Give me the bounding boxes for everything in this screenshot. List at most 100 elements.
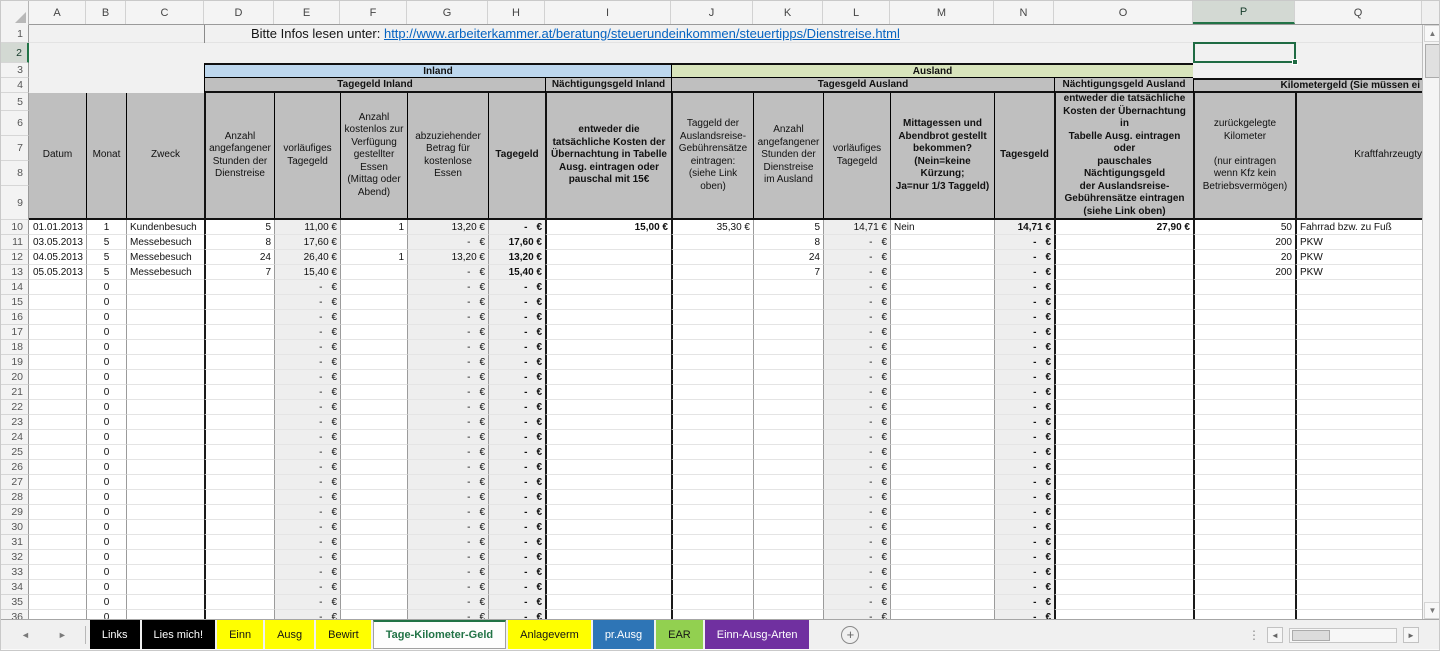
cell-F22[interactable] — [340, 400, 407, 415]
header-cell-M[interactable]: Mittagessen und Abendbrot gestellt bekom… — [890, 93, 994, 218]
row-header-2[interactable]: 2 — [1, 43, 29, 63]
column-header-N[interactable]: N — [994, 1, 1054, 24]
cell-E27[interactable]: - € — [274, 475, 340, 490]
cell-P13[interactable]: 200 — [1193, 265, 1295, 280]
cell-O31[interactable] — [1054, 535, 1193, 550]
cell-B35[interactable]: 0 — [86, 595, 126, 610]
cell-M27[interactable] — [890, 475, 994, 490]
cell-B10[interactable]: 1 — [86, 220, 126, 235]
cell-B31[interactable]: 0 — [86, 535, 126, 550]
cell-H29[interactable]: - € — [488, 505, 545, 520]
cell-A19[interactable] — [29, 355, 86, 370]
cell-C23[interactable] — [126, 415, 204, 430]
cell-L36[interactable]: - € — [823, 610, 890, 619]
cell-F31[interactable] — [340, 535, 407, 550]
cell-C12[interactable]: Messebesuch — [126, 250, 204, 265]
cell-K10[interactable]: 5 — [753, 220, 823, 235]
cell-B19[interactable]: 0 — [86, 355, 126, 370]
cell-P20[interactable] — [1193, 370, 1295, 385]
hscroll-left-arrow-icon[interactable]: ◄ — [1267, 627, 1283, 643]
cell-N31[interactable]: - € — [994, 535, 1054, 550]
cell-E31[interactable]: - € — [274, 535, 340, 550]
cell-B34[interactable]: 0 — [86, 580, 126, 595]
cell-N13[interactable]: - € — [994, 265, 1054, 280]
cell-L22[interactable]: - € — [823, 400, 890, 415]
cell-C30[interactable] — [126, 520, 204, 535]
cell-P31[interactable] — [1193, 535, 1295, 550]
column-header-G[interactable]: G — [407, 1, 488, 24]
header-cell-A[interactable]: Datum — [29, 93, 86, 218]
cell-L26[interactable]: - € — [823, 460, 890, 475]
cell-C27[interactable] — [126, 475, 204, 490]
cell-C36[interactable] — [126, 610, 204, 619]
cell-D24[interactable] — [204, 430, 274, 445]
cell-F24[interactable] — [340, 430, 407, 445]
cell-F26[interactable] — [340, 460, 407, 475]
cell-O25[interactable] — [1054, 445, 1193, 460]
cell-L34[interactable]: - € — [823, 580, 890, 595]
cell-D16[interactable] — [204, 310, 274, 325]
cell-G34[interactable]: - € — [407, 580, 488, 595]
cell-O19[interactable] — [1054, 355, 1193, 370]
cell-C33[interactable] — [126, 565, 204, 580]
tab-scroll-left-icon[interactable]: ◄ — [21, 629, 30, 640]
cell-Q33[interactable] — [1295, 565, 1422, 580]
cell-J21[interactable] — [671, 385, 753, 400]
cell-B27[interactable]: 0 — [86, 475, 126, 490]
cell-D34[interactable] — [204, 580, 274, 595]
header-cell-G[interactable]: abzuziehender Betrag für kostenlose Esse… — [407, 93, 488, 218]
cell-C22[interactable] — [126, 400, 204, 415]
cell-H10[interactable]: - € — [488, 220, 545, 235]
cell-P16[interactable] — [1193, 310, 1295, 325]
cell-K32[interactable] — [753, 550, 823, 565]
cell-L12[interactable]: - € — [823, 250, 890, 265]
cell-F25[interactable] — [340, 445, 407, 460]
cell-F18[interactable] — [340, 340, 407, 355]
cell-Q22[interactable] — [1295, 400, 1422, 415]
row-header-6[interactable]: 6 — [1, 111, 29, 136]
column-header-E[interactable]: E — [274, 1, 340, 24]
cell-I25[interactable] — [545, 445, 671, 460]
cell-N23[interactable]: - € — [994, 415, 1054, 430]
cell-B24[interactable]: 0 — [86, 430, 126, 445]
row-header-24[interactable]: 24 — [1, 430, 29, 445]
cell-L15[interactable]: - € — [823, 295, 890, 310]
cell-P35[interactable] — [1193, 595, 1295, 610]
cell-M33[interactable] — [890, 565, 994, 580]
cell-N16[interactable]: - € — [994, 310, 1054, 325]
cell-H31[interactable]: - € — [488, 535, 545, 550]
column-header-Q[interactable]: Q — [1295, 1, 1422, 24]
cell-J28[interactable] — [671, 490, 753, 505]
cell-A31[interactable] — [29, 535, 86, 550]
cell-H28[interactable]: - € — [488, 490, 545, 505]
column-header-P[interactable]: P — [1193, 1, 1295, 24]
cell-M18[interactable] — [890, 340, 994, 355]
cell-G11[interactable]: - € — [407, 235, 488, 250]
cell-E15[interactable]: - € — [274, 295, 340, 310]
cell-O29[interactable] — [1054, 505, 1193, 520]
cell-I36[interactable] — [545, 610, 671, 619]
cell-E10[interactable]: 11,00 € — [274, 220, 340, 235]
cell-F23[interactable] — [340, 415, 407, 430]
cell-C31[interactable] — [126, 535, 204, 550]
cell-P36[interactable] — [1193, 610, 1295, 619]
cell-N20[interactable]: - € — [994, 370, 1054, 385]
cell-I16[interactable] — [545, 310, 671, 325]
cell-K31[interactable] — [753, 535, 823, 550]
cell-C17[interactable] — [126, 325, 204, 340]
cell-J27[interactable] — [671, 475, 753, 490]
cell-I33[interactable] — [545, 565, 671, 580]
cell-P17[interactable] — [1193, 325, 1295, 340]
cell-B33[interactable]: 0 — [86, 565, 126, 580]
cell-B11[interactable]: 5 — [86, 235, 126, 250]
cell-A27[interactable] — [29, 475, 86, 490]
cell-H15[interactable]: - € — [488, 295, 545, 310]
cell-L21[interactable]: - € — [823, 385, 890, 400]
cell-I22[interactable] — [545, 400, 671, 415]
cell-N27[interactable]: - € — [994, 475, 1054, 490]
cell-Q28[interactable] — [1295, 490, 1422, 505]
cell-M24[interactable] — [890, 430, 994, 445]
cell-N29[interactable]: - € — [994, 505, 1054, 520]
cell-K29[interactable] — [753, 505, 823, 520]
cell-F32[interactable] — [340, 550, 407, 565]
